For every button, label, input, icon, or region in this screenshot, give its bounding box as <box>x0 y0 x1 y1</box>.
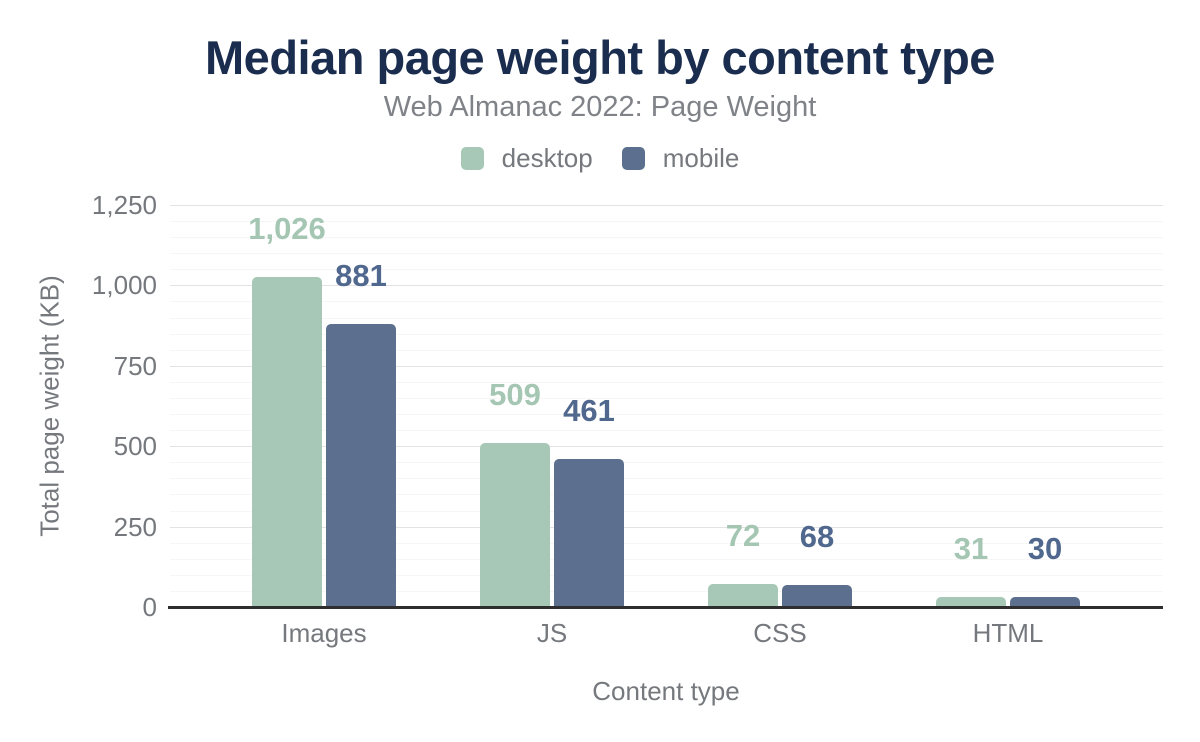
bar-desktop-js <box>480 443 550 607</box>
bar-mobile-js <box>554 459 624 607</box>
x-tick-label-html: HTML <box>972 618 1044 648</box>
bar-mobile-css <box>782 585 852 607</box>
x-tick-label-js: JS <box>536 618 568 648</box>
gridline-minor <box>170 414 1163 415</box>
gridline-minor <box>170 430 1163 431</box>
value-label-mobile-css: 68 <box>799 519 835 554</box>
chart-subtitle: Web Almanac 2022: Page Weight <box>383 91 817 123</box>
gridline-minor <box>170 462 1163 463</box>
value-label-desktop-html: 31 <box>953 531 989 566</box>
bar-desktop-css <box>708 584 778 607</box>
y-tick-label: 1,000 <box>91 270 157 300</box>
mobile-series-swatch <box>621 147 645 170</box>
value-label-desktop-css: 72 <box>725 518 761 553</box>
bar-mobile-html <box>1010 597 1080 607</box>
value-label-mobile-images: 881 <box>335 258 387 293</box>
gridline-minor <box>170 318 1163 319</box>
gridline-major <box>170 366 1163 367</box>
gridline-minor <box>170 253 1163 254</box>
chart-title: Median page weight by content type <box>205 31 995 84</box>
y-tick-label: 500 <box>113 431 157 461</box>
gridline-minor <box>170 269 1163 270</box>
gridline-major <box>170 527 1163 528</box>
gridline-minor <box>170 382 1163 383</box>
gridline-minor <box>170 350 1163 351</box>
gridline-minor <box>170 543 1163 544</box>
value-label-mobile-js: 461 <box>563 393 615 428</box>
gridline-minor <box>170 398 1163 399</box>
value-label-desktop-js: 509 <box>489 377 541 412</box>
gridline-minor <box>170 511 1163 512</box>
gridline-minor <box>170 221 1163 222</box>
gridline-minor <box>170 575 1163 576</box>
gridline-minor <box>170 591 1163 592</box>
x-axis-line <box>168 606 1163 609</box>
gridline-minor <box>170 334 1163 335</box>
value-label-mobile-html: 30 <box>1027 531 1063 566</box>
gridline-minor <box>170 301 1163 302</box>
gridline-major <box>170 285 1163 286</box>
desktop-series-swatch <box>460 147 484 170</box>
x-tick-label-css: CSS <box>753 618 807 648</box>
y-tick-label: 750 <box>113 351 157 381</box>
gridline-major <box>170 205 1163 206</box>
gridline-minor <box>170 559 1163 560</box>
gridline-minor <box>170 237 1163 238</box>
legend: desktop mobile <box>0 143 1200 174</box>
y-tick-label: 0 <box>142 592 157 622</box>
legend-item-desktop: desktop <box>460 143 593 174</box>
gridline-minor <box>170 478 1163 479</box>
x-axis-title: Content type <box>592 676 740 706</box>
gridline-minor <box>170 494 1163 495</box>
gridline-major <box>170 446 1163 447</box>
x-tick-label-images: Images <box>281 618 367 648</box>
legend-label-mobile: mobile <box>662 143 740 173</box>
legend-label-desktop: desktop <box>501 143 593 173</box>
value-label-desktop-images: 1,026 <box>248 211 326 246</box>
y-tick-label: 250 <box>113 512 157 542</box>
bar-mobile-images <box>326 324 396 607</box>
bar-desktop-html <box>936 597 1006 607</box>
bar-desktop-images <box>252 277 322 607</box>
legend-item-mobile: mobile <box>621 143 740 174</box>
y-tick-label: 1,250 <box>91 190 157 220</box>
